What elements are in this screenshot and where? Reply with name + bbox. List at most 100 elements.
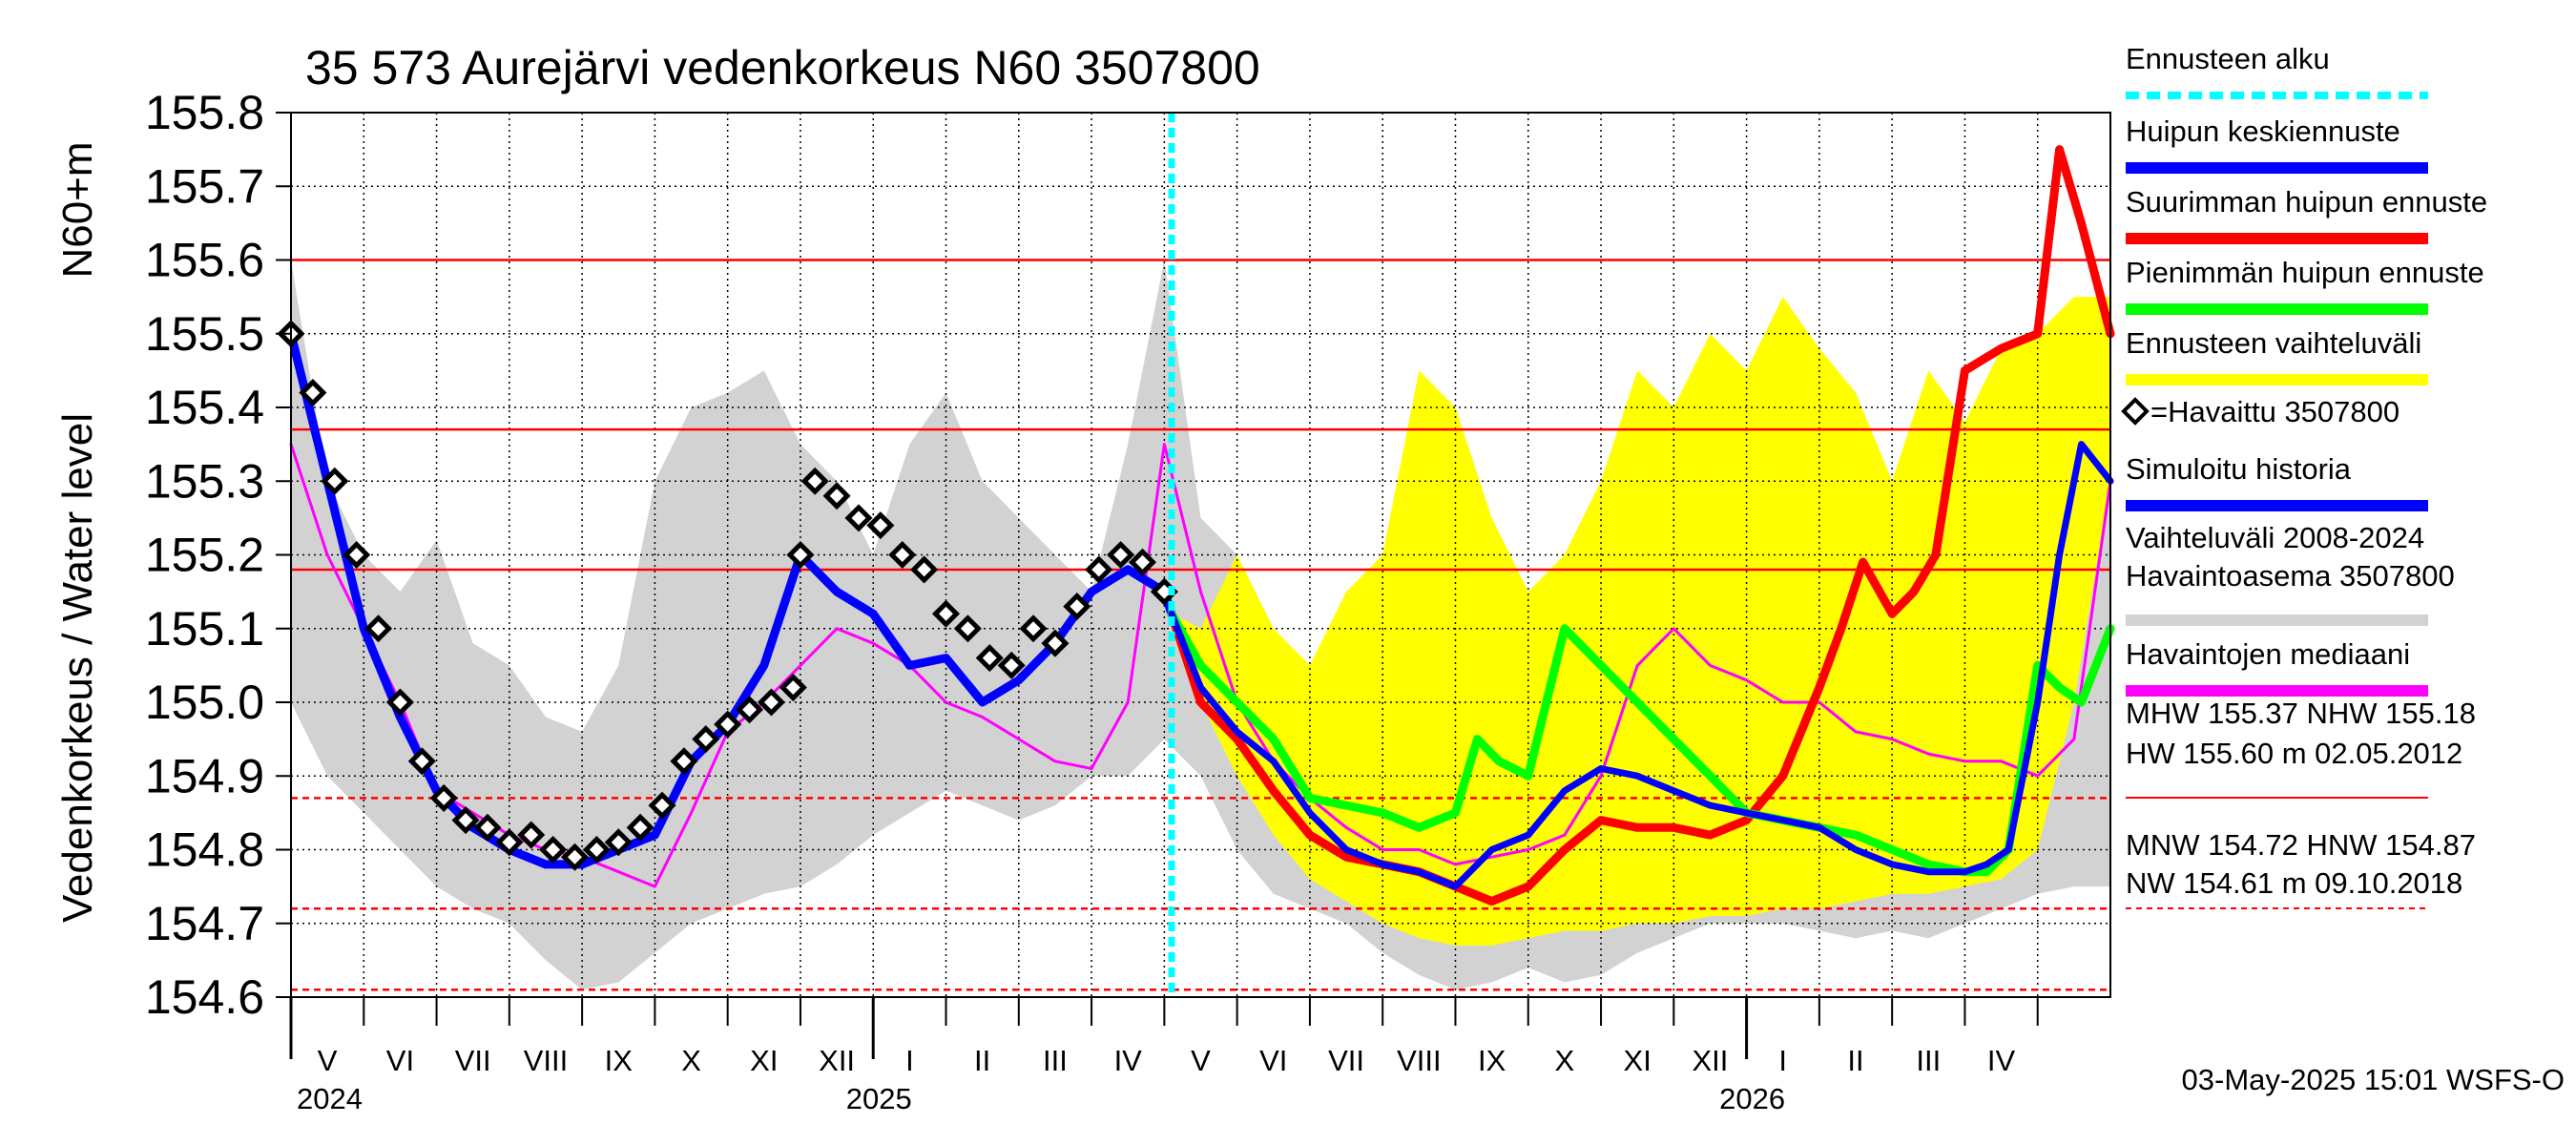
y-tick-label: 155.8: [145, 86, 264, 139]
month-label: IV: [1987, 1044, 2016, 1077]
month-label: XI: [1624, 1044, 1652, 1077]
observed-point: [736, 696, 764, 724]
y-tick-label: 155.0: [145, 676, 264, 729]
month-label: XII: [819, 1044, 855, 1077]
month-label: VI: [1259, 1044, 1287, 1077]
observed-point: [714, 710, 742, 739]
month-label: X: [1555, 1044, 1575, 1077]
y-axis-label-outer: Vedenkorkeus / Water level: [54, 413, 101, 923]
observed-point: [1063, 593, 1091, 621]
month-label: I: [905, 1044, 914, 1077]
y-axis-label-inner: N60+m: [54, 141, 101, 278]
observed-point: [910, 555, 939, 584]
month-label: II: [974, 1044, 990, 1077]
month-label: X: [681, 1044, 701, 1077]
observed-point: [953, 614, 982, 643]
month-label: III: [1043, 1044, 1068, 1077]
legend-label: Suurimman huipun ennuste: [2126, 185, 2487, 219]
y-tick-label: 155.5: [145, 307, 264, 361]
month-label: VII: [455, 1044, 491, 1077]
month-label: V: [1191, 1044, 1211, 1077]
grid-layer: [291, 113, 2110, 997]
y-axis: 154.6 154.7 154.8 154.9 155.0 155.1 155.2 155.3…: [145, 86, 291, 1024]
series-line-4: [1168, 441, 2114, 890]
stats-line-3: MNW 154.72 HNW 154.87: [2126, 828, 2476, 862]
legend-label: Vaihteluväli 2008-2024: [2126, 521, 2424, 554]
y-tick-label: 154.6: [145, 970, 264, 1024]
series-line-3: [1167, 609, 2115, 877]
legend-label: =Havaittu 3507800: [2150, 395, 2399, 428]
legend-label: Havaintojen mediaani: [2126, 637, 2410, 671]
month-label: IX: [1478, 1044, 1506, 1077]
month-label: VIII: [524, 1044, 569, 1077]
observed-point: [1107, 540, 1135, 570]
month-label: V: [318, 1044, 338, 1077]
month-label: IX: [605, 1044, 634, 1077]
series-line-2: [1167, 145, 2115, 906]
y-tick-label: 154.8: [145, 823, 264, 877]
observed-point: [560, 843, 590, 871]
observed-point: [757, 688, 785, 717]
observed-point: [429, 783, 458, 812]
observed-point: [604, 828, 633, 857]
observed-point: [582, 835, 611, 864]
observed-point: [385, 688, 414, 717]
year-label: 2024: [297, 1082, 363, 1115]
legend-label: Ennusteen alku: [2126, 42, 2330, 75]
observed-point: [975, 644, 1004, 673]
month-label: XI: [750, 1044, 778, 1077]
month-label: XII: [1693, 1044, 1729, 1077]
legend: Ennusteen alku Huipun keskiennuste Suurimm…: [2121, 42, 2487, 697]
y-tick-label: 155.6: [145, 234, 264, 287]
y-tick-label: 154.9: [145, 749, 264, 802]
x-axis: V VI VII VIII IX X XI XII I II III IV V VI VII VIII IX X X…: [289, 997, 2039, 1115]
observed-point: [786, 540, 815, 570]
stats-line-1: MHW 155.37 NHW 155.18: [2126, 697, 2476, 730]
year-label: 2025: [846, 1082, 912, 1115]
legend-label: Ennusteen vaihteluväli: [2126, 326, 2421, 360]
chart-title: 35 573 Aurejärvi vedenkorkeus N60 350780…: [305, 41, 1260, 94]
legend-label: Huipun keskiennuste: [2126, 114, 2400, 148]
month-label: III: [1916, 1044, 1941, 1077]
stats-line-4: NW 154.61 m 09.10.2018: [2126, 866, 2462, 900]
observed-point: [517, 821, 546, 849]
observed-point: [670, 747, 698, 776]
month-label: IV: [1114, 1044, 1143, 1077]
observed-point: [473, 813, 502, 842]
observed-point: [626, 813, 654, 842]
month-label: VII: [1328, 1044, 1364, 1077]
observed-point: [692, 725, 720, 754]
bands-layer: [291, 260, 2110, 990]
observed-point: [648, 791, 676, 820]
month-label: VIII: [1397, 1044, 1442, 1077]
observed-point: [1019, 614, 1048, 643]
observed-point: [779, 674, 807, 702]
y-tick-label: 155.1: [145, 602, 264, 656]
month-label: I: [1778, 1044, 1787, 1077]
y-tick-label: 154.7: [145, 897, 264, 950]
reference-lines-layer: [291, 259, 2110, 991]
observed-point: [1085, 555, 1113, 584]
observed-point: [299, 379, 327, 407]
observed-point: [844, 504, 873, 532]
legend-label: Simuloitu historia: [2126, 452, 2352, 486]
observed-point: [800, 467, 829, 495]
observed-point: [866, 511, 895, 540]
legend-marker: [2121, 397, 2150, 426]
year-label: 2026: [1719, 1082, 1785, 1115]
stats-line-2: HW 155.60 m 02.05.2012: [2126, 737, 2462, 770]
observed-point: [1041, 629, 1070, 657]
y-tick-label: 155.7: [145, 159, 264, 213]
observed-point: [888, 540, 917, 570]
legend-label: Pienimmän huipun ennuste: [2126, 256, 2484, 289]
observed-point: [495, 828, 524, 857]
observed-point: [407, 747, 436, 776]
observed-point: [321, 467, 349, 495]
observed-point: [931, 599, 961, 628]
observed-point: [364, 614, 393, 643]
observed-point: [997, 651, 1026, 679]
observed-markers-layer: [277, 320, 1178, 871]
observed-point: [539, 835, 568, 864]
y-tick-label: 155.2: [145, 529, 264, 582]
